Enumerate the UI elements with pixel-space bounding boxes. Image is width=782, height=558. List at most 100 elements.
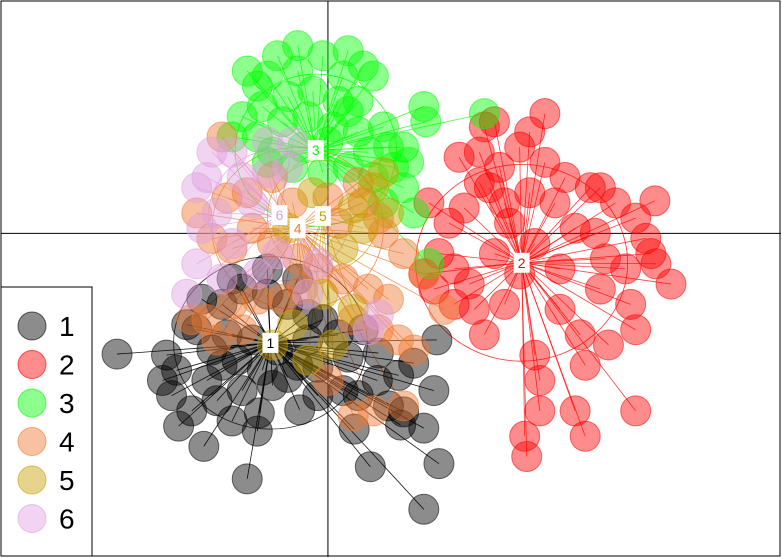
point-series-3-17 — [292, 101, 324, 133]
point-series-4-16 — [312, 364, 344, 396]
spoke-series-2-59 — [489, 187, 523, 263]
spoke-series-4-27 — [297, 227, 384, 234]
point-series-1-16 — [354, 451, 386, 483]
point-series-4-19 — [241, 283, 273, 315]
spoke-series-1-14 — [270, 342, 440, 464]
point-series-4-23 — [201, 324, 233, 356]
point-series-6-19 — [241, 258, 273, 290]
spoke-series-1-35 — [270, 319, 324, 344]
point-series-6-11 — [277, 126, 309, 158]
point-series-1-19 — [398, 347, 430, 379]
point-series-2-14 — [519, 339, 551, 371]
point-series-1-17 — [408, 493, 440, 525]
spoke-series-2-21 — [463, 207, 522, 264]
centroid-box-6 — [271, 205, 288, 226]
point-series-1-14 — [423, 448, 455, 480]
spoke-series-2-15 — [483, 262, 523, 335]
spoke-series-2-39 — [521, 253, 651, 264]
spoke-series-2-33 — [521, 187, 591, 264]
point-series-4-18 — [267, 283, 299, 315]
point-series-2-8 — [569, 420, 601, 452]
point-series-2-12 — [509, 420, 541, 452]
point-series-5-12 — [367, 156, 399, 188]
spoke-series-5-0 — [272, 215, 324, 346]
legend-label-6: 6 — [59, 504, 75, 535]
spoke-series-1-17 — [270, 342, 425, 510]
spoke-series-4-30 — [297, 227, 445, 310]
point-series-3-29 — [410, 106, 442, 138]
point-series-2-57 — [620, 202, 652, 234]
spoke-series-1-3 — [203, 342, 271, 447]
spoke-series-2-53 — [521, 192, 531, 263]
spoke-series-1-28 — [186, 324, 271, 344]
point-series-2-24 — [504, 131, 536, 163]
point-series-6-21 — [196, 136, 228, 168]
spoke-series-4-15 — [297, 228, 354, 417]
point-series-4-0 — [206, 121, 238, 153]
point-series-6-6 — [216, 227, 248, 259]
legend: 1 2 3 4 5 6 — [0, 286, 93, 557]
spoke-series-1-39 — [171, 342, 271, 397]
point-series-5-7 — [347, 212, 379, 244]
point-series-4-2 — [196, 222, 228, 254]
spoke-series-1-52 — [176, 342, 271, 371]
spoke-series-2-0 — [521, 200, 656, 264]
spoke-series-6-0 — [206, 177, 280, 216]
spoke-series-2-48 — [521, 162, 546, 263]
point-series-2-9 — [620, 395, 652, 427]
point-series-3-30 — [468, 98, 500, 130]
legend-label-5: 5 — [59, 465, 75, 496]
point-series-1-15 — [385, 409, 417, 441]
centroid-box-5 — [314, 206, 331, 227]
ellipse-series-4 — [211, 146, 384, 310]
spoke-series-1-29 — [201, 298, 271, 344]
point-series-6-0 — [191, 162, 223, 194]
point-series-2-34 — [589, 243, 621, 275]
spoke-series-3-41 — [315, 146, 389, 151]
point-series-2-6 — [569, 349, 601, 381]
spoke-series-2-47 — [494, 121, 523, 263]
point-series-6-15 — [352, 314, 384, 346]
point-series-1-52 — [161, 354, 193, 386]
spoke-series-1-16 — [270, 342, 371, 467]
spoke-series-3-3 — [297, 45, 317, 151]
point-series-5-5 — [357, 172, 389, 204]
spoke-series-2-14 — [521, 262, 536, 356]
spoke-series-3-4 — [315, 55, 324, 151]
spoke-series-2-58 — [521, 187, 601, 264]
point-series-3-6 — [347, 50, 379, 82]
spoke-series-6-13 — [186, 214, 280, 295]
point-series-1-51 — [150, 339, 182, 371]
spoke-series-2-13 — [521, 262, 528, 457]
point-series-4-14 — [357, 395, 389, 427]
spoke-series-1-20 — [270, 342, 379, 354]
centroid-box-1 — [262, 332, 279, 353]
point-series-3-9 — [322, 85, 354, 117]
point-series-5-9 — [297, 177, 329, 209]
spoke-series-4-2 — [211, 227, 298, 239]
spoke-series-3-39 — [315, 149, 369, 153]
point-series-2-41 — [478, 238, 510, 270]
ellipse-series-3 — [234, 73, 397, 227]
spoke-series-3-1 — [257, 85, 317, 151]
spoke-series-6-11 — [279, 141, 294, 216]
point-series-2-59 — [473, 172, 505, 204]
point-series-4-20 — [216, 288, 248, 320]
spoke-series-4-20 — [231, 228, 298, 305]
point-series-2-4 — [615, 288, 647, 320]
spoke-series-1-55 — [270, 342, 389, 407]
spoke-series-2-45 — [423, 262, 522, 275]
point-series-1-13 — [418, 375, 450, 407]
point-series-4-32 — [337, 304, 369, 336]
point-series-2-51 — [463, 136, 495, 168]
spoke-series-2-17 — [469, 262, 522, 285]
point-series-1-7 — [338, 413, 370, 445]
point-series-2-36 — [544, 293, 576, 325]
point-series-2-33 — [574, 172, 606, 204]
point-series-6-16 — [362, 299, 394, 331]
point-series-2-5 — [592, 329, 624, 361]
spoke-series-4-28 — [297, 227, 404, 255]
spoke-series-3-2 — [277, 55, 317, 151]
spoke-series-3-44 — [315, 149, 430, 265]
